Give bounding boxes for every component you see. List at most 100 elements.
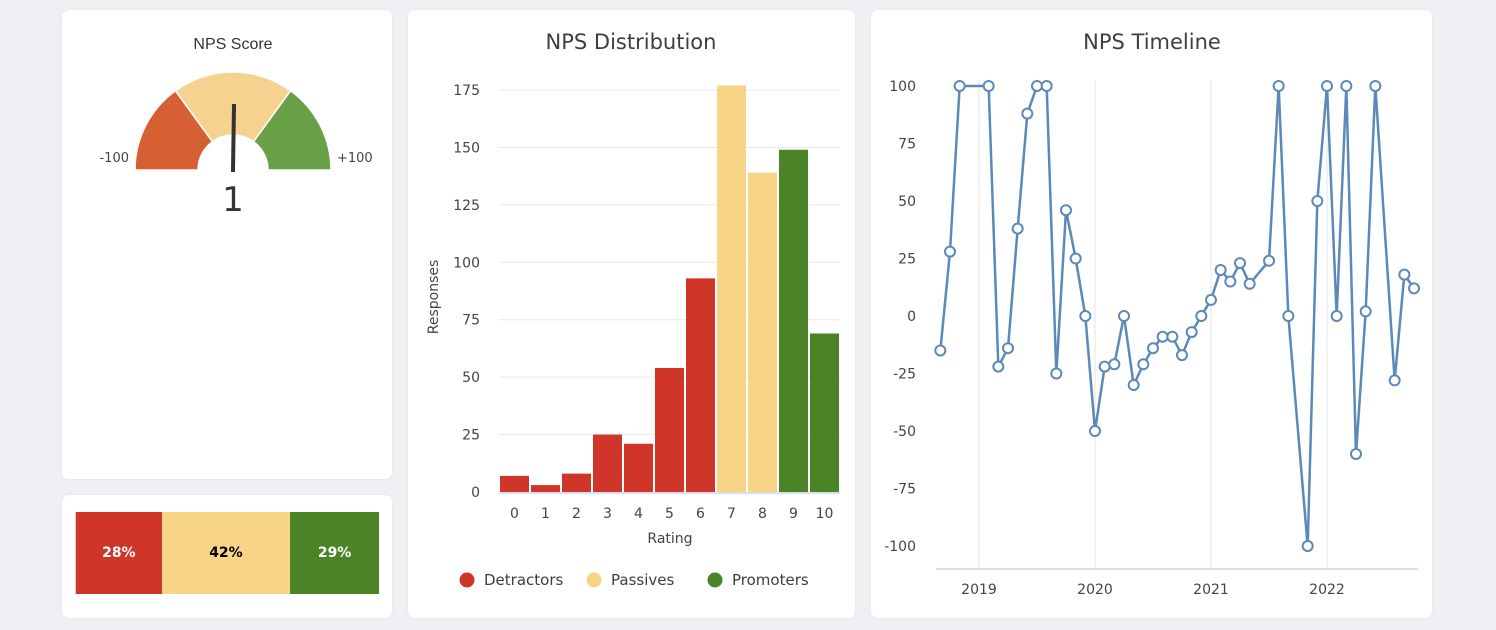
distribution-bar-0 xyxy=(500,475,529,492)
distribution-bar-8 xyxy=(748,172,777,492)
distribution-bar-7 xyxy=(717,85,746,493)
split-label-passives: 42% xyxy=(209,545,243,561)
timeline-point xyxy=(1359,305,1372,318)
timeline-point xyxy=(1263,254,1275,267)
nps-timeline-card: NPS Timeline 2019 2020 2021 2022 -100 -75 -50… xyxy=(871,10,1432,618)
timeline-point xyxy=(1147,342,1159,355)
nps-timeline-chart: NPS Timeline 2019 2020 2021 2022 -100 -75 -50… xyxy=(884,30,1420,598)
split-segment-promoters: 29% xyxy=(290,512,379,594)
distribution-y-tick: 175 xyxy=(453,83,480,99)
timeline-title: NPS Timeline xyxy=(1083,30,1221,54)
timeline-point xyxy=(1350,448,1362,460)
nps-split-card: 28% 42% 29% xyxy=(62,495,392,618)
gauge-min-label: -100 xyxy=(99,151,129,166)
distribution-x-tick: 4 xyxy=(634,506,643,522)
gauge-max-label: +100 xyxy=(337,151,373,166)
timeline-point xyxy=(1156,330,1169,343)
timeline-x-tick: 2020 xyxy=(1077,582,1113,598)
timeline-x-tick: 2021 xyxy=(1193,582,1229,598)
legend-swatch-promoters xyxy=(707,572,723,588)
distribution-bar-10 xyxy=(810,333,839,492)
gauge-title: NPS Score xyxy=(193,36,272,53)
legend-label-detractors: Detractors xyxy=(484,571,563,589)
timeline-point xyxy=(1089,425,1101,437)
distribution-y-tick: 150 xyxy=(453,140,480,156)
distribution-x-tick: 9 xyxy=(789,506,798,522)
nps-gauge: NPS Score -100 +100 1 xyxy=(99,36,373,220)
timeline-point xyxy=(953,80,966,92)
timeline-point xyxy=(1098,360,1111,373)
split-segment-detractors: 28% xyxy=(76,512,162,594)
timeline-series-line xyxy=(939,84,1416,548)
timeline-point xyxy=(1079,310,1092,322)
distribution-bar-6 xyxy=(686,278,715,492)
timeline-point xyxy=(1205,293,1217,306)
legend-swatch-passives xyxy=(586,572,602,588)
timeline-point xyxy=(1166,330,1179,343)
timeline-point xyxy=(1311,195,1324,207)
distribution-bar-9 xyxy=(779,149,808,492)
timeline-point xyxy=(1185,326,1198,339)
timeline-point xyxy=(1040,80,1053,92)
distribution-x-tick: 2 xyxy=(572,506,581,522)
distribution-y-tick: 75 xyxy=(462,313,480,329)
timeline-y-tick: -100 xyxy=(884,539,916,555)
distribution-x-tick: 6 xyxy=(696,506,705,522)
timeline-x-tick: 2022 xyxy=(1309,582,1345,598)
distribution-bar-4 xyxy=(624,443,653,492)
distribution-y-tick: 50 xyxy=(462,370,480,386)
distribution-x-tick: 10 xyxy=(816,506,834,522)
timeline-point xyxy=(1031,80,1043,92)
distribution-bar-3 xyxy=(593,434,622,492)
timeline-point xyxy=(1272,80,1285,92)
timeline-point xyxy=(1301,540,1314,552)
timeline-y-tick: 75 xyxy=(898,137,916,153)
timeline-y-tick: -50 xyxy=(893,424,916,440)
timeline-point xyxy=(1243,277,1256,290)
timeline-point xyxy=(1050,367,1063,380)
distribution-x-tick: 3 xyxy=(603,506,612,522)
legend-swatch-detractors xyxy=(459,572,475,588)
timeline-point xyxy=(934,344,947,357)
distribution-x-tick: 1 xyxy=(541,506,550,522)
timeline-point xyxy=(1321,80,1333,92)
timeline-point xyxy=(1234,257,1246,270)
timeline-point xyxy=(982,80,995,92)
timeline-point xyxy=(1369,80,1382,92)
distribution-bar-5 xyxy=(655,367,684,492)
timeline-point xyxy=(1330,310,1343,322)
legend-label-passives: Passives xyxy=(611,571,674,589)
timeline-y-tick: 25 xyxy=(898,252,916,268)
timeline-y-tick: 50 xyxy=(898,194,916,210)
timeline-y-tick: -75 xyxy=(893,482,916,498)
distribution-y-tick: 100 xyxy=(453,255,480,271)
timeline-point xyxy=(1011,222,1024,235)
distribution-legend: Detractors Passives Promoters xyxy=(459,571,809,589)
timeline-point xyxy=(1127,379,1140,391)
timeline-y-tick: 0 xyxy=(907,309,916,325)
timeline-point xyxy=(1224,275,1237,288)
timeline-point xyxy=(1108,358,1121,371)
distribution-y-tick: 25 xyxy=(462,428,480,444)
nps-score-card: NPS Score -100 +100 1 xyxy=(62,10,392,479)
legend-label-promoters: Promoters xyxy=(732,571,809,589)
timeline-point xyxy=(1069,252,1082,265)
timeline-point xyxy=(1002,342,1014,355)
timeline-point xyxy=(1340,80,1353,92)
distribution-y-tick: 125 xyxy=(453,198,480,214)
detractor-band xyxy=(134,89,214,171)
distribution-x-label: Rating xyxy=(647,531,692,547)
split-label-promoters: 29% xyxy=(317,545,352,561)
distribution-x-tick: 5 xyxy=(665,506,674,522)
timeline-point xyxy=(1137,358,1150,371)
timeline-point xyxy=(1388,374,1401,387)
promoter-band xyxy=(252,89,332,171)
timeline-y-tick: 100 xyxy=(889,79,916,95)
split-segment-passives: 42% xyxy=(161,512,291,594)
timeline-point xyxy=(1214,264,1227,276)
gauge-needle xyxy=(230,103,237,173)
split-label-detractors: 28% xyxy=(102,545,136,561)
distribution-x-tick: 0 xyxy=(510,506,519,522)
